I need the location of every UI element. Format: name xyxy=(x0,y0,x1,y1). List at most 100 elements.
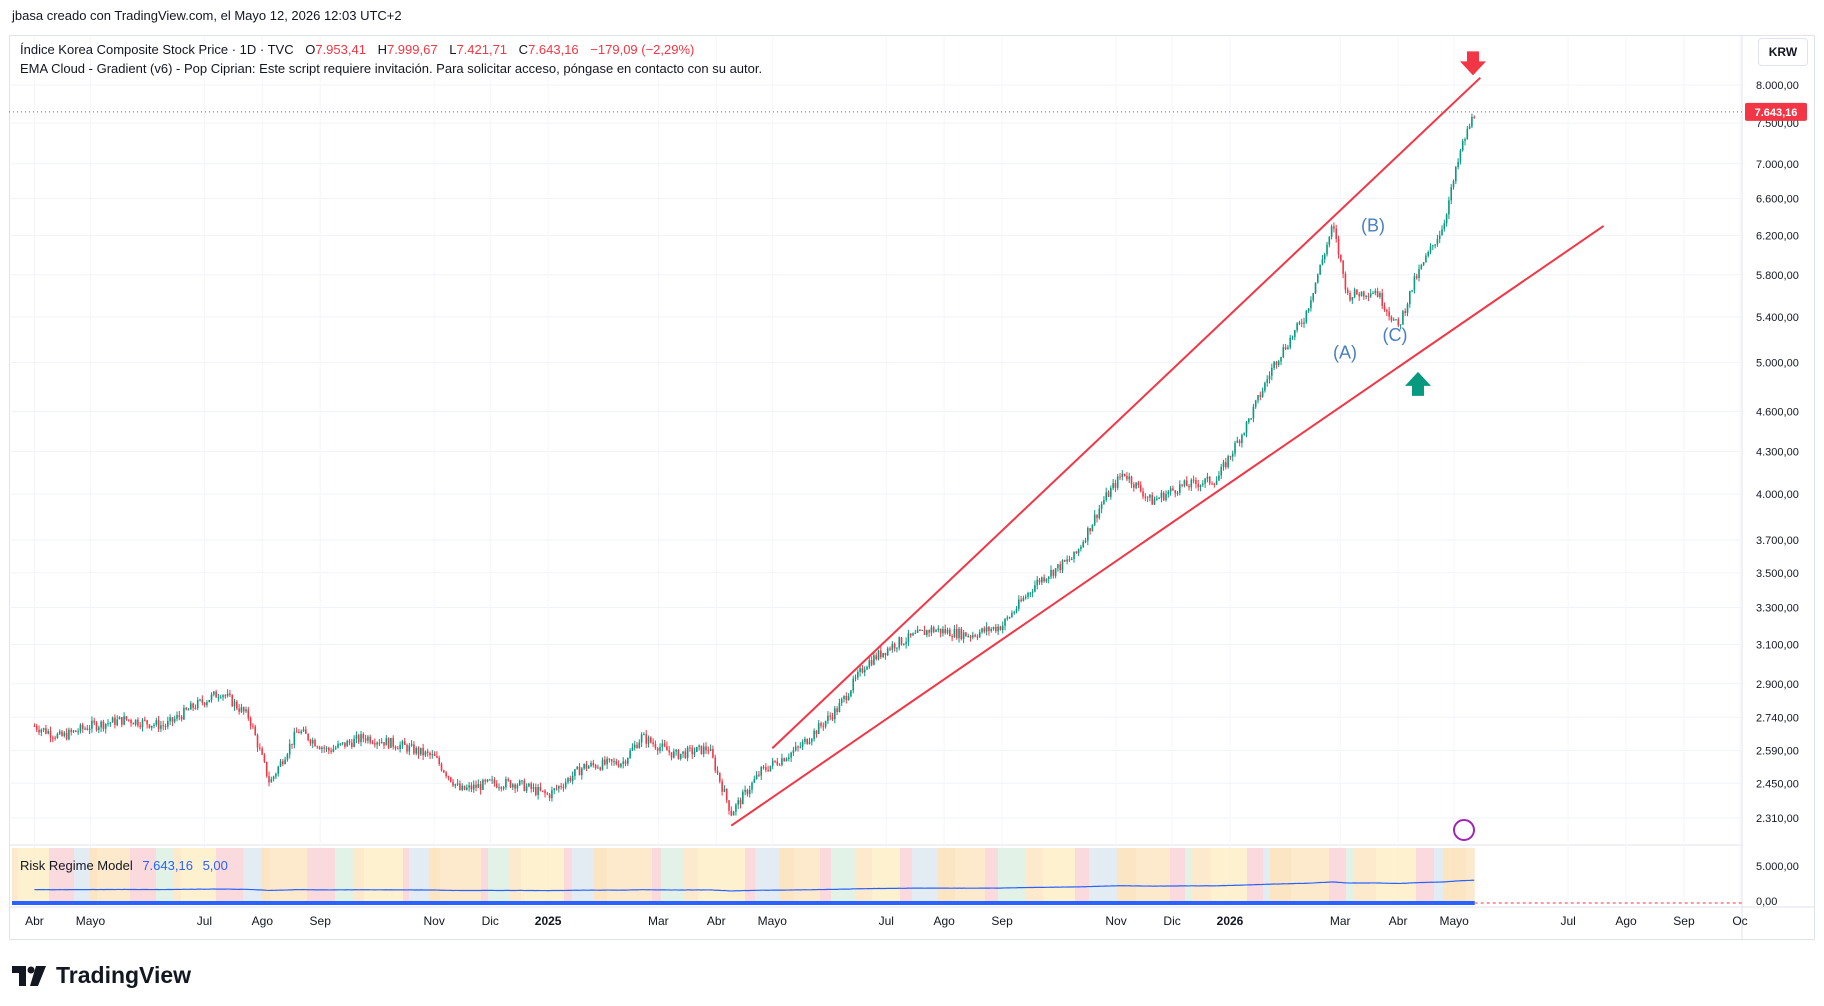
x-tick-label: Nov xyxy=(424,914,445,928)
candle-body xyxy=(305,729,307,734)
indicator-legend[interactable]: EMA Cloud - Gradient (v6) - Pop Ciprian:… xyxy=(20,61,763,76)
candle-body xyxy=(309,739,312,744)
candle-body xyxy=(840,699,843,704)
candle-body xyxy=(190,703,192,710)
candle-body xyxy=(111,717,114,723)
candle-body xyxy=(201,699,204,703)
candle-body xyxy=(921,630,924,632)
candle-body xyxy=(169,717,171,722)
candle-body xyxy=(461,785,464,790)
pane-regime-band xyxy=(440,848,465,905)
candle-body xyxy=(1257,395,1259,401)
pane-regime-band xyxy=(1346,848,1354,905)
candle-body xyxy=(539,787,542,791)
candle-body xyxy=(286,754,289,760)
candle-body xyxy=(541,790,544,792)
candle-body xyxy=(390,737,392,748)
candle-body xyxy=(1020,599,1022,601)
candle-body xyxy=(1241,434,1243,444)
candle-body xyxy=(118,717,121,720)
tradingview-logo[interactable]: TradingView xyxy=(12,962,191,989)
candle-body xyxy=(323,747,326,749)
candle-body xyxy=(196,699,199,709)
candle-body xyxy=(61,731,63,736)
candle-body xyxy=(482,779,484,790)
candle-body xyxy=(907,633,910,642)
candle-body xyxy=(935,630,937,632)
pane-regime-band xyxy=(1291,848,1303,905)
candle-body xyxy=(344,742,346,747)
pane-regime-band xyxy=(607,848,634,905)
candle-body xyxy=(150,725,153,728)
candle-body xyxy=(440,764,443,771)
candle-body xyxy=(102,721,105,729)
candle-body xyxy=(656,748,659,751)
y-tick-label: 2.590,00 xyxy=(1756,745,1799,757)
candle-body xyxy=(949,629,951,637)
pane-indicator-name[interactable]: Risk Regime Model xyxy=(20,858,133,873)
candle-body xyxy=(1045,578,1048,582)
candle-body xyxy=(608,758,611,760)
candle-body xyxy=(219,697,222,699)
candle-body xyxy=(137,719,139,726)
candle-body xyxy=(1105,492,1108,501)
pane-regime-band xyxy=(203,848,216,905)
candle-body xyxy=(93,720,96,723)
y-tick-label: 5.400,00 xyxy=(1756,312,1799,324)
candle-body xyxy=(923,630,926,635)
candle-body xyxy=(394,746,397,749)
candle-body xyxy=(919,629,921,631)
y-tick-label: 2.450,00 xyxy=(1756,778,1799,790)
candle-body xyxy=(254,726,257,736)
candle-body xyxy=(157,720,160,729)
symbol-name[interactable]: Índice Korea Composite Stock Price · 1D … xyxy=(20,42,294,57)
candle-body xyxy=(1054,568,1057,576)
candle-body xyxy=(84,728,86,730)
currency-button[interactable]: KRW xyxy=(1758,38,1808,66)
candle-body xyxy=(1468,126,1471,129)
pane-regime-band xyxy=(1052,848,1075,905)
candle-body xyxy=(518,780,521,786)
candle-body xyxy=(1091,524,1094,532)
candle-body xyxy=(410,744,413,746)
candle-body xyxy=(1349,292,1351,301)
candle-body xyxy=(77,731,79,733)
candle-body xyxy=(606,758,608,765)
candle-body xyxy=(226,693,229,696)
candle-body xyxy=(627,758,629,764)
candle-body xyxy=(362,734,365,739)
candle-body xyxy=(1202,483,1204,485)
candle-body xyxy=(686,747,689,758)
candle-body xyxy=(889,648,891,650)
pane-regime-band xyxy=(354,848,364,905)
candle-body xyxy=(976,636,979,638)
candle-body xyxy=(325,747,328,749)
pane-regime-band xyxy=(963,848,985,905)
current-price-tag-bg xyxy=(1745,102,1807,121)
candle-body xyxy=(765,767,767,770)
candle-body xyxy=(63,732,66,736)
candle-body xyxy=(942,629,944,634)
candle-body xyxy=(1011,613,1013,618)
candle-body xyxy=(495,783,498,788)
candle-body xyxy=(528,783,530,787)
candle-body xyxy=(141,719,144,728)
candle-body xyxy=(498,787,500,789)
candle-body xyxy=(1070,558,1073,561)
candle-body xyxy=(1114,483,1117,488)
arrow-down-icon xyxy=(1460,51,1486,76)
pane-regime-band xyxy=(261,848,270,905)
candle-body xyxy=(643,734,645,736)
candle-body xyxy=(217,697,220,699)
pane-regime-band xyxy=(900,848,912,905)
pane-regime-band xyxy=(1303,848,1329,905)
candle-body xyxy=(981,628,983,633)
candle-body xyxy=(834,708,836,720)
candle-body xyxy=(978,632,981,638)
candle-body xyxy=(689,747,691,749)
candle-body xyxy=(868,660,871,668)
y-tick-label: 4.600,00 xyxy=(1756,407,1799,419)
candle-body xyxy=(578,766,581,776)
candle-body xyxy=(1059,564,1062,571)
